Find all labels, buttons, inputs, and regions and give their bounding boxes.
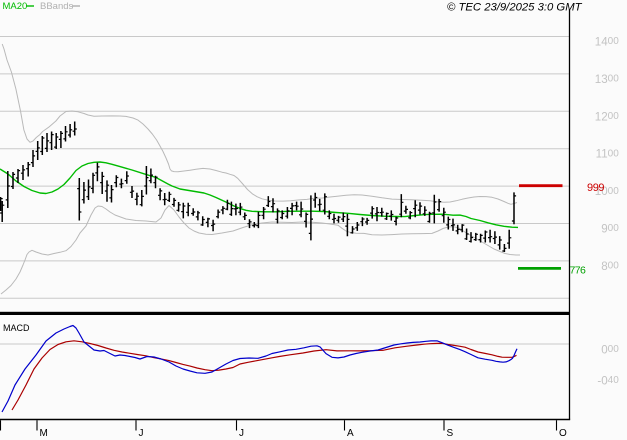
svg-text:1200: 1200	[595, 110, 619, 123]
svg-text:© TEC 23/9/2025 3:0 GMT: © TEC 23/9/2025 3:0 GMT	[447, 2, 583, 14]
svg-text:800: 800	[601, 260, 619, 273]
svg-text:J: J	[239, 428, 244, 439]
svg-text:O: O	[559, 428, 567, 439]
svg-text:900: 900	[601, 223, 619, 236]
svg-text:MA20: MA20	[3, 1, 28, 12]
svg-text:M: M	[40, 428, 48, 439]
svg-text:A: A	[347, 428, 354, 439]
svg-text:J: J	[139, 428, 144, 439]
svg-text:BBands: BBands	[40, 1, 74, 12]
svg-text:776: 776	[570, 265, 586, 277]
svg-text:-040: -040	[597, 374, 619, 387]
svg-text:999: 999	[587, 182, 604, 194]
svg-text:1000: 1000	[595, 185, 619, 198]
svg-text:1300: 1300	[595, 73, 619, 86]
svg-text:1100: 1100	[596, 148, 620, 161]
svg-text:MACD: MACD	[3, 323, 30, 333]
svg-text:1400: 1400	[595, 36, 619, 49]
svg-text:S: S	[447, 428, 454, 439]
svg-text:000: 000	[601, 343, 619, 356]
